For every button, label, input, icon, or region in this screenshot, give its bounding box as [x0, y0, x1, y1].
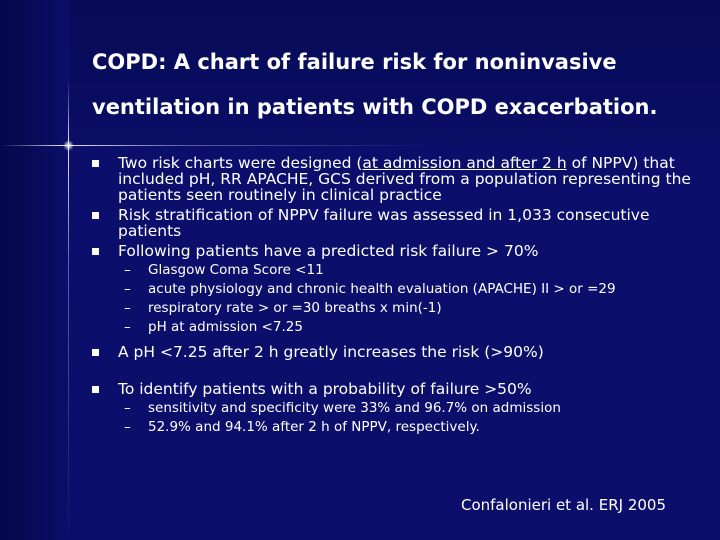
background-left-band [0, 0, 70, 540]
slide-title-line-1: COPD: A chart of failure risk for noninv… [92, 50, 617, 74]
bullet-text: To identify patients with a probability … [118, 380, 532, 398]
sub-item: – pH at admission <7.25 [92, 319, 692, 335]
bullet-probability-failure: To identify patients with a probability … [92, 381, 692, 397]
square-bullet-icon [92, 349, 99, 356]
sub-item-text: acute physiology and chronic health eval… [148, 281, 616, 297]
dash-marker: – [124, 319, 131, 335]
bullet-ph-after-2h: A pH <7.25 after 2 h greatly increases t… [92, 344, 692, 360]
background-top-band [0, 0, 720, 145]
bullet-text: of NPPV) that included pH, RR APACHE, GC… [118, 154, 691, 204]
decorative-horizontal-line [0, 145, 720, 146]
square-bullet-icon [92, 386, 99, 393]
sublist-risk-criteria: – Glasgow Coma Score <11 – acute physiol… [92, 262, 692, 335]
bullet-text: Two risk charts were designed ( [118, 154, 363, 172]
slide-title: COPD: A chart of failure risk for noninv… [92, 40, 702, 130]
sub-item: – Glasgow Coma Score <11 [92, 262, 692, 278]
slide-title-line-2: ventilation in patients with COPD exacer… [92, 95, 658, 119]
sub-item-text: pH at admission <7.25 [148, 319, 303, 335]
bullet-text: Following patients have a predicted risk… [118, 242, 539, 260]
sub-item-text: sensitivity and specificity were 33% and… [148, 400, 561, 416]
square-bullet-icon [92, 160, 99, 167]
sub-item-text: respiratory rate > or =30 breaths x min(… [148, 300, 442, 316]
bullet-risk-stratification: Risk stratification of NPPV failure was … [92, 207, 692, 239]
bullet-text: Risk stratification of NPPV failure was … [118, 206, 650, 240]
square-bullet-icon [92, 212, 99, 219]
sub-item: – acute physiology and chronic health ev… [92, 281, 692, 297]
dash-marker: – [124, 419, 131, 435]
sub-item-text: Glasgow Coma Score <11 [148, 262, 324, 278]
sub-item-text: 52.9% and 94.1% after 2 h of NPPV, respe… [148, 419, 480, 435]
citation: Confalonieri et al. ERJ 2005 [460, 496, 666, 514]
slide-body: Two risk charts were designed (at admiss… [92, 155, 692, 435]
bullet-predicted-risk: Following patients have a predicted risk… [92, 243, 692, 259]
dash-marker: – [124, 281, 131, 297]
bullet-text: A pH <7.25 after 2 h greatly increases t… [118, 343, 544, 361]
bullet-risk-charts: Two risk charts were designed (at admiss… [92, 155, 692, 203]
decorative-sparkle-icon [63, 140, 74, 151]
decorative-vertical-line [68, 80, 69, 540]
dash-marker: – [124, 400, 131, 416]
dash-marker: – [124, 300, 131, 316]
dash-marker: – [124, 262, 131, 278]
sub-item: – 52.9% and 94.1% after 2 h of NPPV, res… [92, 419, 692, 435]
sub-item: – sensitivity and specificity were 33% a… [92, 400, 692, 416]
underlined-text: at admission and after 2 h [362, 154, 567, 172]
sublist-sensitivity: – sensitivity and specificity were 33% a… [92, 400, 692, 435]
square-bullet-icon [92, 248, 99, 255]
sub-item: – respiratory rate > or =30 breaths x mi… [92, 300, 692, 316]
